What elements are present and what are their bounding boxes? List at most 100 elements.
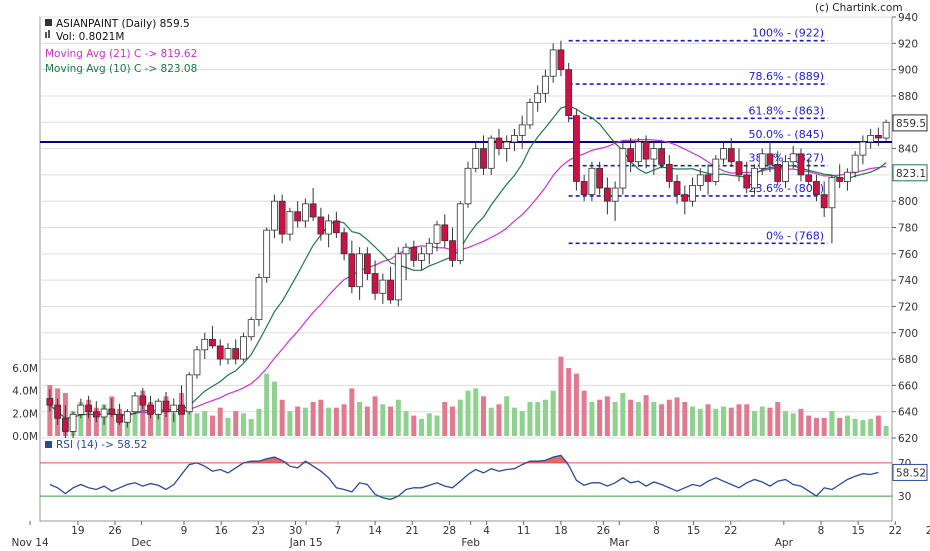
volume-bar	[511, 407, 517, 436]
price-tick-label: 640	[898, 407, 918, 419]
candle-body	[526, 102, 534, 126]
candle-body	[735, 161, 743, 176]
candle-body	[147, 404, 154, 415]
volume-bar	[751, 411, 757, 436]
x-month-label: Dec	[131, 537, 152, 549]
volume-bar	[728, 407, 734, 436]
fib-level-label: 50.0% - (845)	[749, 128, 825, 141]
volume-bar	[302, 407, 308, 436]
volume-bar	[326, 407, 332, 436]
candle-body	[727, 148, 735, 163]
candle-body	[240, 336, 247, 360]
volume-bar	[426, 413, 432, 436]
candle-body	[46, 398, 54, 406]
candle-body	[100, 408, 108, 418]
price-tick-label: 680	[898, 354, 918, 366]
candle-body	[743, 174, 751, 189]
candle-body	[472, 148, 480, 169]
volume-bar	[264, 373, 270, 436]
price-tick-label: 700	[898, 328, 918, 340]
volume-bar	[690, 406, 696, 436]
volume-label: Vol: 0.8021M	[56, 31, 124, 43]
volume-bar	[527, 402, 533, 436]
volume-bar	[581, 390, 587, 436]
volume-bar	[597, 399, 603, 436]
rsi-panel-frame	[39, 437, 893, 522]
candle-body	[867, 135, 875, 143]
volume-bar	[465, 390, 471, 436]
x-day-label: 7	[335, 525, 342, 537]
volume-icon	[45, 32, 47, 38]
volume-bar	[697, 408, 703, 436]
volume-bar	[821, 417, 827, 436]
x-month-label: Feb	[461, 537, 480, 549]
candle-body	[518, 124, 526, 136]
candle-body	[379, 279, 387, 294]
volume-bar	[566, 368, 572, 436]
candle-body	[255, 277, 263, 320]
candle-body	[387, 279, 394, 301]
x-day-label: 15	[687, 525, 700, 537]
volume-bar	[364, 406, 370, 436]
candle-body	[751, 167, 758, 189]
volume-bar	[372, 396, 378, 436]
candle-body	[619, 148, 627, 189]
candle-body	[332, 220, 340, 234]
volume-bar	[682, 402, 688, 436]
volume-bar	[519, 411, 525, 436]
volume-bar	[589, 402, 595, 436]
candle-body	[410, 246, 418, 261]
volume-bar	[736, 404, 742, 436]
fib-level-label: 100% - (922)	[752, 27, 824, 40]
x-day-label: 15	[851, 525, 864, 537]
volume-bar	[542, 399, 548, 436]
chart-title: ASIANPAINT (Daily) 859.5	[56, 18, 190, 30]
x-month-label: Nov 14	[11, 537, 49, 549]
volume-bar	[233, 411, 239, 436]
candle-body	[263, 229, 271, 278]
volume-bar	[860, 420, 866, 436]
candle-body	[69, 413, 77, 432]
volume-tick-label: 4.0M	[12, 386, 38, 398]
volume-bar	[759, 406, 765, 436]
volume-bar	[295, 406, 301, 436]
volume-bar	[573, 373, 579, 436]
candle-body	[642, 141, 650, 160]
candle-body	[456, 203, 464, 261]
volume-bar	[504, 396, 510, 436]
candle-body	[154, 400, 162, 415]
x-month-label: Apr	[775, 537, 794, 549]
volume-bar	[635, 402, 641, 436]
last-price-badge-box	[892, 114, 928, 132]
volume-bar	[318, 399, 324, 436]
volume-bar	[558, 356, 564, 436]
x-day-label: 16	[214, 525, 228, 537]
volume-tick-label: 2.0M	[12, 408, 38, 420]
ma10-label: Moving Avg (10) C -> 823.08	[45, 63, 197, 75]
source-label: (c) Chartink.com	[815, 2, 903, 14]
volume-bar	[744, 404, 750, 436]
volume-bar	[798, 408, 804, 436]
x-day-label: 28	[443, 525, 456, 537]
volume-bar	[767, 407, 773, 436]
candle-body	[627, 148, 635, 163]
candle-body	[278, 200, 286, 235]
candle-body	[542, 75, 549, 94]
candle-body	[596, 167, 604, 189]
volume-bar	[279, 399, 285, 436]
candle-body	[271, 200, 278, 231]
ma-value-badge: 823.1	[896, 168, 926, 180]
x-day-label: 9	[181, 525, 188, 537]
candle-body	[162, 400, 170, 413]
fib-level-label: 0% - (768)	[766, 229, 824, 242]
legend: ASIANPAINT (Daily) 859.5 Vol: 0.8021M Mo…	[45, 18, 197, 451]
volume-bar	[357, 402, 363, 436]
price-tick-label: 620	[898, 433, 918, 445]
volume-bar	[419, 419, 425, 436]
volume-bar	[78, 402, 84, 436]
volume-bar	[473, 388, 479, 436]
volume-bar	[837, 417, 843, 436]
volume-bar	[813, 417, 819, 436]
candle-body	[487, 137, 495, 169]
